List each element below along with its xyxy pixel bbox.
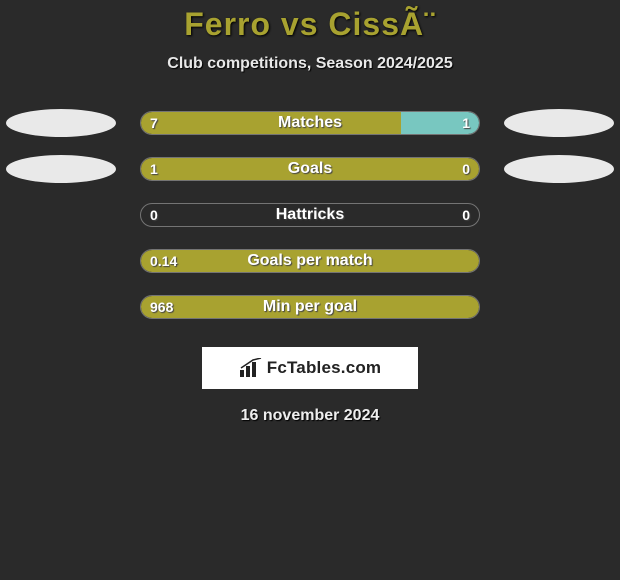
- page-subtitle: Club competitions, Season 2024/2025: [0, 55, 620, 73]
- bar-track: [140, 295, 480, 319]
- bar-left-fill: [141, 250, 479, 272]
- stat-row: Hattricks00: [0, 203, 620, 227]
- bar-track: [140, 203, 480, 227]
- left-ellipse: [6, 109, 116, 137]
- stat-row: Min per goal968: [0, 295, 620, 319]
- bar-left-fill: [141, 296, 479, 318]
- right-ellipse: [504, 109, 614, 137]
- page-title: Ferro vs CissÃ¨: [0, 6, 620, 43]
- stats-list: Matches71 Goals10 Hattricks00 Goals per mat…: [0, 111, 620, 319]
- stat-row: Matches71: [0, 111, 620, 135]
- comparison-widget: Ferro vs CissÃ¨ Club competitions, Seaso…: [0, 0, 620, 425]
- brand-text: FcTables.com: [267, 358, 382, 378]
- bar-left-fill: [141, 112, 401, 134]
- bar-track: [140, 111, 480, 135]
- bar-track: [140, 157, 480, 181]
- brand-badge[interactable]: FcTables.com: [202, 347, 418, 389]
- bar-track: [140, 249, 480, 273]
- date-text: 16 november 2024: [0, 407, 620, 425]
- stat-row: Goals per match0.14: [0, 249, 620, 273]
- bar-right-fill: [401, 112, 479, 134]
- left-ellipse: [6, 155, 116, 183]
- chart-icon: [239, 358, 263, 378]
- right-ellipse: [504, 155, 614, 183]
- stat-row: Goals10: [0, 157, 620, 181]
- bar-left-fill: [141, 158, 479, 180]
